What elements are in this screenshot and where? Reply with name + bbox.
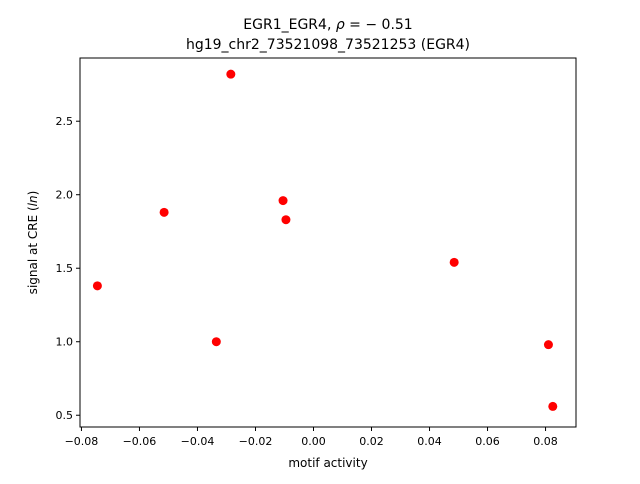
x-tick-label: −0.04 — [181, 435, 215, 448]
data-point — [92, 281, 102, 291]
x-tick-label: −0.02 — [239, 435, 273, 448]
y-tick-label: 2.5 — [56, 115, 74, 128]
data-point — [281, 215, 291, 225]
plot-frame — [79, 57, 577, 428]
x-tick-label: 0.04 — [417, 435, 442, 448]
y-tick-label: 1.0 — [56, 336, 74, 349]
chart-title-value: = − 0.51 — [345, 17, 413, 33]
data-point — [543, 340, 553, 350]
x-tick-label: 0.02 — [359, 435, 384, 448]
data-point — [548, 401, 558, 411]
chart-title-line2: hg19_chr2_73521098_73521253 (EGR4) — [186, 37, 470, 53]
chart-title-prefix: EGR1_EGR4, — [243, 17, 336, 33]
y-axis-label-suffix: ) — [26, 191, 40, 196]
y-axis-label-prefix: signal at CRE ( — [26, 206, 40, 294]
x-tick-label: 0.00 — [301, 435, 326, 448]
x-axis-label: motif activity — [288, 456, 367, 470]
y-tick-label: 1.5 — [56, 262, 74, 275]
data-point — [278, 196, 288, 206]
x-tick-label: −0.08 — [65, 435, 99, 448]
data-point — [449, 257, 459, 267]
y-axis-label-ln: ln — [26, 195, 40, 206]
y-tick-label: 2.0 — [56, 189, 74, 202]
data-point — [159, 207, 169, 217]
y-axis-label: signal at CRE (ln) — [26, 191, 40, 295]
x-tick-label: 0.06 — [475, 435, 500, 448]
chart-title-rho: ρ — [336, 17, 345, 33]
data-point — [211, 337, 221, 347]
data-point — [226, 69, 236, 79]
data-points — [92, 69, 558, 411]
axis-ticks: −0.08 −0.06 −0.04 −0.02 0.00 0.02 0.04 0.06 0.08… — [56, 115, 558, 448]
x-tick-label: 0.08 — [533, 435, 558, 448]
y-tick-label: 0.5 — [56, 409, 74, 422]
x-tick-label: −0.06 — [123, 435, 157, 448]
chart-title-line1: EGR1_EGR4, ρ = − 0.51 — [243, 17, 412, 33]
